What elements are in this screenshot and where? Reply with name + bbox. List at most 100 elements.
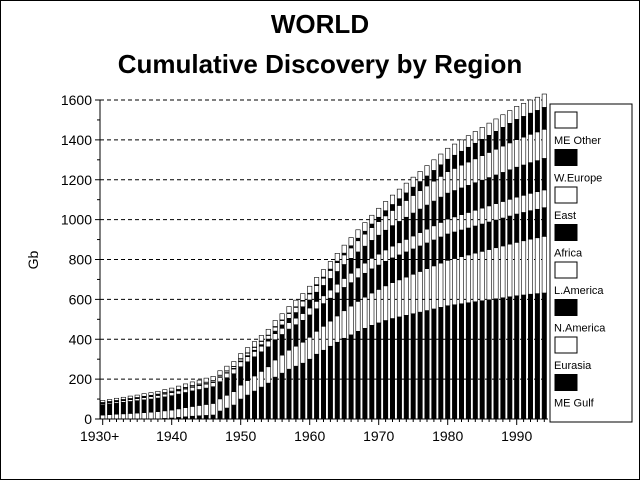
bar-segment-me-gulf-1993	[534, 293, 540, 420]
bar-segment-east-1981	[452, 168, 458, 191]
bar-segment-africa-1992	[527, 162, 533, 194]
bar-segment-east-1963	[327, 270, 333, 279]
bar-segment-me-gulf-1974	[403, 315, 409, 420]
bar-segment-me-other-1941	[176, 385, 182, 390]
bar-segment-l-america-1957	[286, 322, 292, 330]
bar-segment-l-america-1983	[465, 212, 471, 229]
bar-segment-eurasia-1975	[410, 273, 416, 315]
bar-segment-l-america-1962	[320, 295, 326, 304]
legend-swatch-me-other	[554, 111, 578, 129]
bar-segment-me-other-1958	[293, 299, 299, 308]
bar-segment-me-other-1961	[314, 277, 320, 285]
bar-segment-me-gulf-1970	[376, 322, 382, 420]
bar-segment-me-gulf-1972	[389, 318, 395, 420]
bar-segment-me-other-1994	[541, 93, 547, 108]
bar-segment-africa-1959	[300, 306, 306, 314]
bar-segment-me-other-1974	[403, 182, 409, 194]
bar-segment-n-america-1943	[189, 390, 195, 407]
bar-segment-africa-1981	[452, 190, 458, 218]
bar-segment-me-other-1973	[396, 188, 402, 199]
bar-segment-l-america-1973	[396, 242, 402, 256]
bar-segment-me-other-1990	[514, 106, 520, 120]
bar-segment-africa-1979	[438, 196, 444, 223]
bar-segment-eurasia-1932	[114, 413, 120, 420]
bar-segment-me-other-1947	[217, 370, 223, 376]
bar-segment-east-1962	[320, 277, 326, 286]
bar-segment-eurasia-1933	[120, 413, 126, 420]
bar-segment-n-america-1934	[127, 401, 133, 414]
bar-segment-w-europe-1992	[527, 112, 533, 135]
bar-segment-me-other-1951	[245, 347, 251, 354]
bar-segment-l-america-1987	[493, 203, 499, 221]
bar-segment-east-1970	[376, 221, 382, 236]
bar-segment-l-america-1977	[424, 228, 430, 244]
bar-segment-l-america-1970	[376, 253, 382, 266]
bar-segment-me-gulf-1960	[307, 358, 313, 420]
bar-segment-l-america-1990	[514, 196, 520, 215]
bar-segment-east-1961	[314, 285, 320, 293]
bar-segment-east-1984	[472, 158, 478, 184]
legend-swatch-w-europe	[554, 149, 578, 166]
bar-segment-eurasia-1936	[141, 412, 147, 420]
bar-segment-africa-1985	[479, 179, 485, 209]
bar-segment-l-america-1964	[334, 283, 340, 294]
bar-segment-east-1951	[245, 352, 251, 356]
bar-segment-eurasia-1970	[376, 289, 382, 324]
bar-segment-me-other-1936	[141, 393, 147, 397]
bar-segment-eurasia-1989	[507, 243, 513, 298]
bar-segment-me-gulf-1961	[314, 353, 320, 420]
bar-segment-me-other-1975	[410, 176, 416, 188]
bar-segment-me-gulf-1953	[258, 386, 264, 420]
bar-segment-east-1967	[355, 240, 361, 253]
bar-segment-africa-1957	[286, 318, 292, 324]
bar-segment-n-america-1940	[169, 395, 175, 411]
bar-segment-me-other-1953	[258, 335, 264, 342]
bar-segment-eurasia-1954	[265, 366, 271, 384]
bar-segment-l-america-1988	[500, 201, 506, 219]
bar-segment-eurasia-1974	[403, 276, 409, 316]
bar-segment-east-1987	[493, 148, 499, 176]
bar-segment-me-other-1943	[189, 381, 195, 386]
bar-segment-l-america-1967	[355, 267, 361, 278]
bar-segment-me-other-1954	[265, 328, 271, 336]
legend-label: L.America	[554, 285, 604, 297]
bar-segment-east-1954	[265, 335, 271, 340]
x-tick-label: 1950	[225, 428, 256, 444]
bar-segment-l-america-1936	[141, 397, 147, 401]
bar-segment-l-america-1969	[369, 258, 375, 270]
bar-segment-n-america-1932	[114, 402, 120, 415]
bar-segment-africa-1991	[521, 164, 527, 196]
bar-segment-l-america-1938	[155, 395, 161, 399]
bar-segment-me-other-1938	[155, 390, 161, 395]
bar-segment-l-america-1959	[300, 313, 306, 321]
axes: 0 200 400 600 800 1000 1200 1400 1600 1930+ 1940 19…	[61, 92, 548, 444]
bar-segment-east-1983	[465, 161, 471, 186]
bar-segment-me-gulf-1984	[472, 301, 478, 420]
bar-segment-me-other-1972	[389, 194, 395, 205]
bar-segment-me-other-1981	[452, 143, 458, 156]
bar-segment-n-america-1949	[231, 373, 237, 392]
legend-swatch-africa	[554, 224, 578, 241]
bar-segment-n-america-1980	[445, 233, 451, 261]
bar-segment-n-america-1931	[107, 403, 113, 415]
y-tick-label: 0	[84, 411, 92, 427]
chart-title: WORLD	[271, 9, 369, 39]
bar-segment-east-1973	[396, 205, 402, 222]
bar-segment-me-gulf-1947	[217, 410, 223, 420]
bar-segment-w-europe-1990	[514, 119, 520, 140]
bar-segment-n-america-1939	[162, 396, 168, 412]
bar-segment-w-europe-1967	[355, 237, 361, 242]
x-tick-label: 1990	[501, 428, 532, 444]
bar-segment-eurasia-1965	[341, 310, 347, 339]
bar-segment-east-1955	[272, 326, 278, 332]
bar-segment-me-gulf-1956	[279, 372, 285, 420]
bar-segment-n-america-1942	[183, 392, 189, 408]
bar-segment-eurasia-1968	[362, 296, 368, 329]
bar-segment-east-1994	[541, 129, 547, 159]
bar-segment-me-gulf-1955	[272, 376, 278, 420]
bar-segment-me-gulf-1951	[245, 394, 251, 420]
bar-segment-me-gulf-1991	[521, 294, 527, 420]
bar-segment-east-1968	[362, 233, 368, 247]
bar-segment-n-america-1933	[120, 401, 126, 415]
bar-segment-n-america-1987	[493, 219, 499, 249]
